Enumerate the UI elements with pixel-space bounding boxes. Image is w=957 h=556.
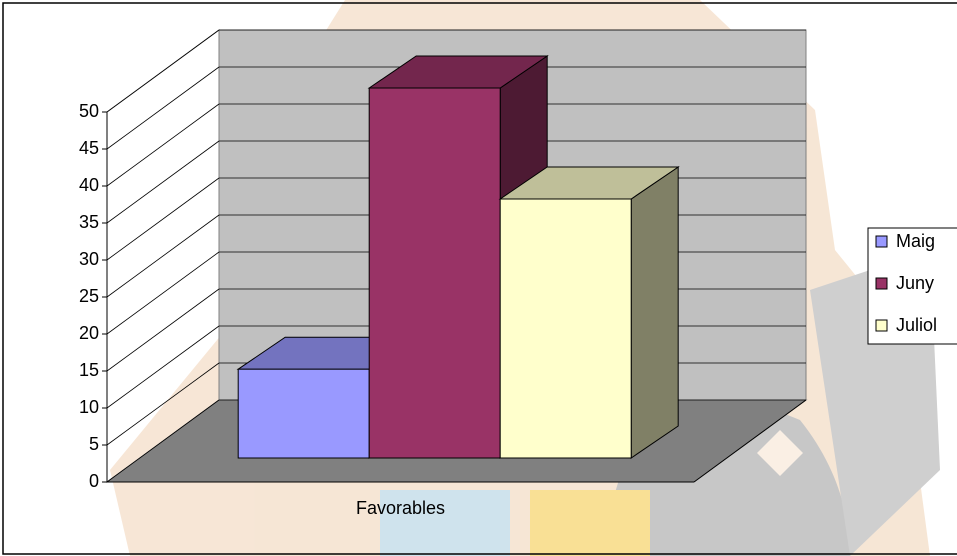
grid-line	[106, 177, 220, 261]
grid-line	[106, 140, 220, 224]
y-tick-label: 50	[79, 101, 99, 121]
x-tick-label: Favorables	[356, 498, 445, 518]
bar-side	[630, 166, 679, 459]
grid-line	[106, 399, 220, 483]
legend-label: Juliol	[896, 315, 937, 335]
y-tick-label: 5	[89, 434, 99, 454]
y-tick-label: 20	[79, 323, 99, 343]
bar	[368, 87, 501, 459]
grid-line	[106, 362, 220, 446]
plot-area: 0 5 10 15 20 25 30 35 40 45 50 Favorables	[79, 29, 808, 518]
legend-swatch	[875, 319, 888, 332]
y-tick-label: 30	[79, 249, 99, 269]
legend-label: Juny	[896, 273, 934, 293]
y-tick-label: 45	[79, 138, 99, 158]
bar	[499, 198, 632, 459]
y-tick-label: 10	[79, 397, 99, 417]
grid-line	[106, 325, 220, 409]
y-tick-label: 40	[79, 175, 99, 195]
grid-line	[106, 214, 220, 298]
grid-line	[106, 103, 220, 187]
grid-line	[106, 29, 220, 113]
legend: Maig Juny Juliol	[867, 227, 957, 345]
legend-swatch	[875, 235, 888, 248]
y-tick-label: 15	[79, 360, 99, 380]
grid-line	[106, 251, 220, 335]
legend-label: Maig	[896, 231, 935, 251]
legend-swatch	[875, 277, 888, 290]
grid-line	[106, 288, 220, 372]
x-axis-back	[693, 399, 807, 483]
y-tick-label: 35	[79, 212, 99, 232]
y-tick-label: 0	[89, 471, 99, 491]
bar	[237, 368, 370, 459]
y-tick-label: 25	[79, 286, 99, 306]
grid-line	[106, 66, 220, 150]
